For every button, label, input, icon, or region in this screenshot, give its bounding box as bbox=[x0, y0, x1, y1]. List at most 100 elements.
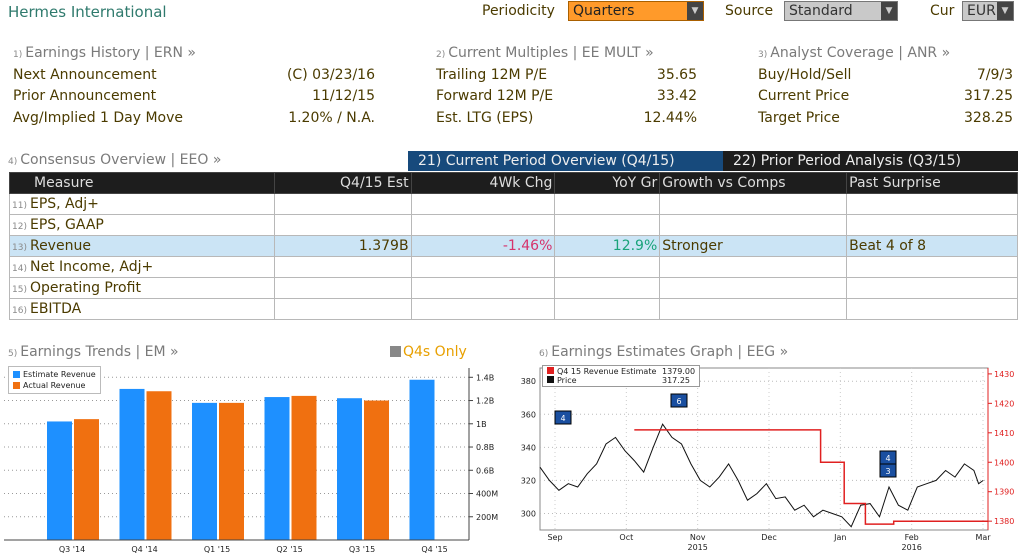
chg-cell bbox=[410, 298, 556, 320]
prior-announcement-label: Prior Announcement bbox=[13, 88, 157, 104]
event-marker-label: 4 bbox=[560, 414, 565, 423]
currency-label: Cur bbox=[930, 3, 955, 19]
x-tick-label: Jan bbox=[833, 533, 846, 542]
chg-cell: -1.46% bbox=[410, 235, 556, 257]
event-marker bbox=[879, 463, 897, 478]
est-cell bbox=[273, 277, 412, 299]
price-swatch bbox=[547, 376, 554, 383]
comps-cell bbox=[659, 256, 848, 278]
periodicity-dropdown[interactable]: Quarters ▼ bbox=[568, 1, 704, 21]
currency-dropdown[interactable]: EUR ▼ bbox=[962, 1, 1014, 21]
source-value: Standard bbox=[789, 3, 853, 19]
x-tick-label: Q4 '14 bbox=[131, 545, 157, 554]
right-y-tick-label: 1420 bbox=[994, 399, 1014, 408]
trailing-pe-value: 35.65 bbox=[656, 67, 697, 83]
yoy-cell bbox=[554, 193, 661, 215]
analyst-coverage-link[interactable]: 3) Analyst Coverage | ANR » bbox=[758, 45, 951, 61]
measure-cell: 12) EPS, GAAP bbox=[9, 214, 275, 236]
y-tick-label: 0.8B bbox=[476, 443, 494, 452]
q4s-only-toggle[interactable]: Q4s Only bbox=[390, 344, 467, 360]
target-price-label: Target Price bbox=[758, 110, 840, 126]
comps-cell bbox=[659, 298, 848, 320]
x-tick-label: Q2 '15 bbox=[276, 545, 302, 554]
table-row[interactable]: 16) EBITDA bbox=[9, 298, 1018, 320]
x-tick-label: Q4 '15 bbox=[421, 545, 447, 554]
checkbox-icon bbox=[390, 346, 401, 357]
legend-actual: Actual Revenue bbox=[13, 380, 96, 391]
ltg-value: 12.44% bbox=[643, 110, 697, 126]
source-label: Source bbox=[725, 3, 774, 19]
tab-current-period[interactable]: 21) Current Period Overview (Q4/15) bbox=[408, 151, 723, 171]
table-row[interactable]: 12) EPS, GAAP bbox=[9, 214, 1018, 236]
buy-hold-sell-label: Buy/Hold/Sell bbox=[758, 67, 852, 83]
table-header-row: Measure Q4/15 Est 4Wk Chg YoY Gr Growth … bbox=[9, 172, 1018, 194]
right-y-tick-label: 1410 bbox=[994, 429, 1014, 438]
measure-cell: 13) Revenue bbox=[9, 235, 275, 257]
actual-bar bbox=[364, 400, 389, 540]
col-est: Q4/15 Est bbox=[273, 172, 412, 194]
currency-value: EUR bbox=[967, 3, 996, 19]
right-y-tick-label: 1430 bbox=[994, 370, 1014, 379]
right-y-tick-label: 1390 bbox=[994, 488, 1014, 497]
x-tick-label: Mar bbox=[975, 533, 991, 542]
x-tick-label: Nov bbox=[690, 533, 706, 542]
ltg-label: Est. LTG (EPS) bbox=[436, 110, 534, 126]
tab-prior-period[interactable]: 22) Prior Period Analysis (Q3/15) bbox=[723, 151, 1018, 171]
estimate-swatch bbox=[13, 371, 20, 378]
yoy-cell bbox=[554, 214, 661, 236]
earnings-history-link[interactable]: 1) Earnings History | ERN » bbox=[13, 45, 196, 61]
comps-cell bbox=[659, 277, 848, 299]
table-row[interactable]: 11) EPS, Adj+ bbox=[9, 193, 1018, 215]
surprise-cell bbox=[846, 214, 1018, 236]
x-tick-label: Feb bbox=[905, 533, 919, 542]
target-price-value: 328.25 bbox=[964, 110, 1013, 126]
x-tick-label: Q3 '14 bbox=[59, 545, 85, 554]
consensus-table: Measure Q4/15 Est 4Wk Chg YoY Gr Growth … bbox=[9, 172, 1018, 320]
estimate-bar bbox=[264, 397, 290, 540]
right-y-tick-label: 1380 bbox=[994, 517, 1014, 526]
year-label: 2015 bbox=[687, 543, 707, 552]
eeg-legend: Q4 15 Revenue Estimate 1379.00 Price 317.2… bbox=[542, 365, 701, 387]
legend-estimate-line: Q4 15 Revenue Estimate 1379.00 bbox=[547, 367, 695, 376]
col-4wk-chg: 4Wk Chg bbox=[410, 172, 556, 194]
chevron-down-icon: ▼ bbox=[881, 2, 897, 20]
current-multiples-link[interactable]: 2) Current Multiples | EE MULT » bbox=[436, 45, 654, 61]
yoy-cell bbox=[554, 256, 661, 278]
event-marker-label: 3 bbox=[885, 467, 890, 476]
forward-pe-label: Forward 12M P/E bbox=[436, 88, 554, 104]
earnings-estimates-link[interactable]: 6) Earnings Estimates Graph | EEG » bbox=[539, 344, 789, 360]
trends-legend: Estimate Revenue Actual Revenue bbox=[8, 366, 101, 394]
estimate-bar bbox=[409, 379, 435, 540]
periodicity-label: Periodicity bbox=[482, 3, 555, 19]
x-tick-label: Oct bbox=[619, 533, 633, 542]
page-title: Hermes International bbox=[8, 3, 167, 21]
earnings-trends-link[interactable]: 5) Earnings Trends | EM » bbox=[8, 344, 179, 360]
yoy-cell bbox=[554, 298, 661, 320]
surprise-cell: Beat 4 of 8 bbox=[846, 235, 1018, 257]
chg-cell bbox=[410, 193, 556, 215]
estimate-bar bbox=[192, 402, 217, 540]
left-y-tick-label: 300 bbox=[521, 509, 536, 518]
right-y-tick-label: 1400 bbox=[994, 458, 1014, 467]
y-tick-label: 400M bbox=[476, 490, 498, 499]
prior-announcement-value: 11/12/15 bbox=[312, 88, 375, 104]
actual-bar bbox=[146, 391, 172, 540]
periodicity-value: Quarters bbox=[573, 3, 635, 19]
table-row-selected[interactable]: 13) Revenue 1.379B -1.46% 12.9% Stronger … bbox=[9, 235, 1018, 257]
source-dropdown[interactable]: Standard ▼ bbox=[784, 1, 898, 21]
estimate-swatch bbox=[547, 367, 554, 374]
event-marker bbox=[554, 410, 572, 425]
x-tick-label: Dec bbox=[761, 533, 776, 542]
col-past-surprise: Past Surprise bbox=[846, 172, 1018, 194]
consensus-overview-link[interactable]: 4) Consensus Overview | EEO » bbox=[8, 152, 222, 168]
measure-cell: 16) EBITDA bbox=[9, 298, 275, 320]
current-price-value: 317.25 bbox=[964, 88, 1013, 104]
left-y-tick-label: 380 bbox=[521, 377, 536, 386]
earnings-estimates-chart: 300 320 340 360 380 1380 1390 1400 1410 1420 1430 S… bbox=[521, 367, 1014, 552]
chevron-down-icon: ▼ bbox=[997, 2, 1013, 20]
table-row[interactable]: 15) Operating Profit bbox=[9, 277, 1018, 299]
table-row[interactable]: 14) Net Income, Adj+ bbox=[9, 256, 1018, 278]
surprise-cell bbox=[846, 193, 1018, 215]
y-tick-label: 0.6B bbox=[476, 466, 494, 475]
buy-hold-sell-value: 7/9/3 bbox=[976, 67, 1013, 83]
